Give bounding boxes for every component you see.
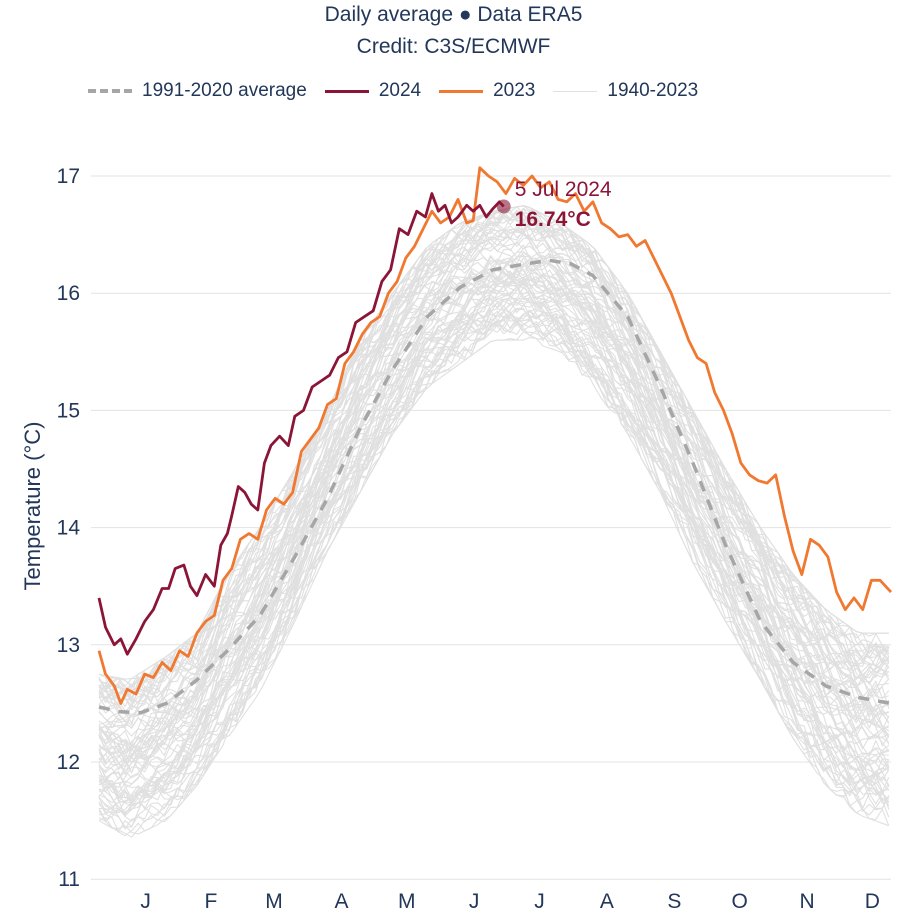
line-year-historical xyxy=(98,225,890,737)
line-year-historical xyxy=(98,286,889,804)
x-tick-label: A xyxy=(334,890,348,909)
legend-item-2024[interactable]: 2024 xyxy=(324,80,422,102)
line-year-historical xyxy=(98,336,889,837)
x-tick-label: A xyxy=(600,890,614,909)
legend-swatch-1940-2023 xyxy=(553,90,598,92)
annotation: 5 Jul 2024 16.74°C xyxy=(496,178,612,231)
annotation-marker[interactable] xyxy=(496,199,511,214)
line-year-historical xyxy=(98,205,889,704)
legend-swatch-2023 xyxy=(439,89,484,93)
x-tick-label: O xyxy=(731,890,747,909)
line-year-historical xyxy=(98,280,890,790)
legend-swatch-2024 xyxy=(324,89,369,93)
x-tick-label: J xyxy=(469,890,480,909)
line-2023 xyxy=(97,166,893,705)
legend-label-average: 1991-2020 average xyxy=(142,80,307,101)
y-tick-label: 16 xyxy=(57,282,80,305)
line-2024 xyxy=(97,192,505,656)
line-year-historical xyxy=(98,254,889,747)
x-tick-label: M xyxy=(265,890,283,909)
x-tick-label: N xyxy=(800,890,815,909)
chart-subtitle: Credit: C3S/ECMWF xyxy=(356,35,551,58)
legend-item-average[interactable]: 1991-2020 average xyxy=(88,80,307,102)
legend-swatch-average xyxy=(88,89,132,93)
line-year-historical xyxy=(98,205,889,692)
y-axis-title: Temperature (°C) xyxy=(20,422,45,591)
series-lines xyxy=(97,166,893,715)
line-year-historical xyxy=(98,248,889,758)
line-year-historical xyxy=(98,303,890,814)
legend-label-2023: 2023 xyxy=(493,80,536,101)
legend-item-2023[interactable]: 2023 xyxy=(439,80,535,102)
line-year-historical xyxy=(98,245,890,745)
x-tick-label: J xyxy=(140,890,151,909)
line-year-historical xyxy=(98,298,889,804)
line-year-historical xyxy=(98,331,890,838)
x-tick-label: S xyxy=(667,890,681,909)
line-year-historical xyxy=(98,246,890,736)
line-year-historical xyxy=(98,297,890,793)
y-tick-label: 12 xyxy=(57,751,80,774)
x-tick-label: D xyxy=(865,890,880,909)
line-year-historical xyxy=(98,251,890,763)
y-tick-label: 17 xyxy=(57,165,80,188)
legend-item-1940-2023[interactable]: 1940-2023 xyxy=(553,80,698,102)
x-tick-label: M xyxy=(398,890,416,909)
line-year-historical xyxy=(98,256,889,748)
line-year-historical xyxy=(98,282,889,794)
legend: 1991-2020 average 2024 2023 1940-2023 xyxy=(88,80,716,102)
legend-label-1940-2023: 1940-2023 xyxy=(607,80,699,101)
line-year-historical xyxy=(98,314,889,815)
y-tick-label: 14 xyxy=(57,517,81,540)
line-year-historical xyxy=(98,279,889,767)
line-year-historical xyxy=(98,293,890,799)
legend-label-2024: 2024 xyxy=(378,80,422,101)
x-tick-label: F xyxy=(204,890,217,909)
line-year-historical xyxy=(98,308,890,809)
line-year-historical xyxy=(98,271,890,781)
annotation-value: 16.74°C xyxy=(515,208,591,231)
y-axis-ticks: 11 12 13 14 15 16 17 xyxy=(57,165,81,891)
line-year-historical xyxy=(98,222,889,705)
line-year-historical xyxy=(98,308,890,807)
y-tick-label: 13 xyxy=(57,634,80,657)
line-year-historical xyxy=(98,272,890,757)
annotation-date: 5 Jul 2024 xyxy=(515,178,612,201)
line-year-historical xyxy=(98,285,890,806)
chart-title: Daily average ● Data ERA5 xyxy=(324,3,583,26)
y-tick-label: 11 xyxy=(58,868,80,891)
line-1991-2020-average xyxy=(98,258,892,715)
line-year-historical xyxy=(98,271,890,771)
series-1940-2023 xyxy=(98,205,890,838)
x-tick-label: J xyxy=(534,890,545,909)
line-year-historical xyxy=(98,241,890,725)
y-tick-label: 15 xyxy=(57,399,80,422)
